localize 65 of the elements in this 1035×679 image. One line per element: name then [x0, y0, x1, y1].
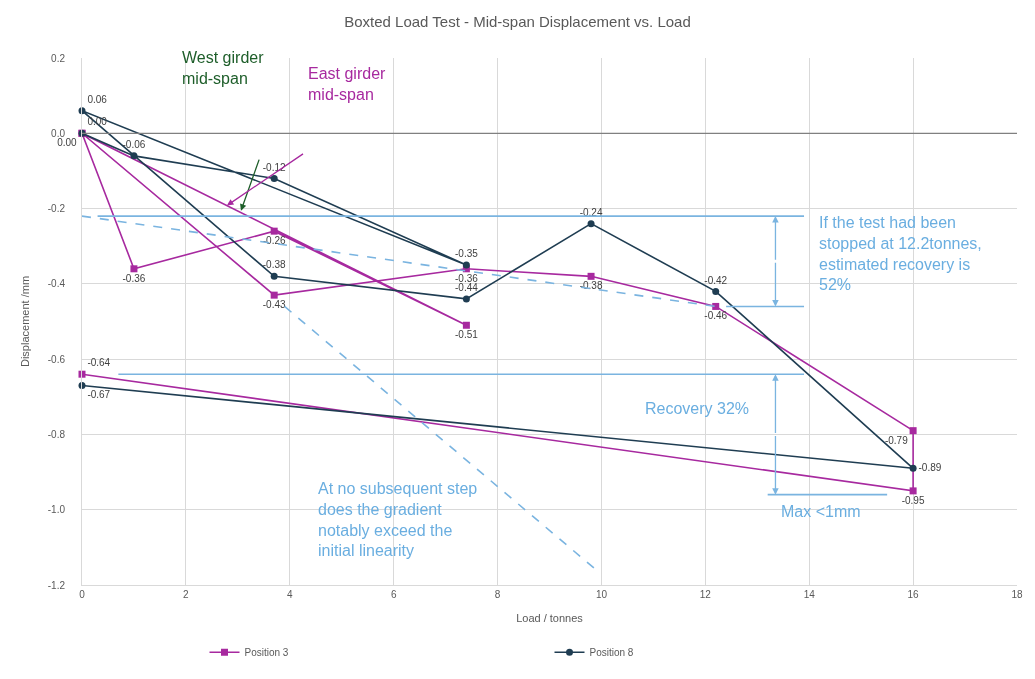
data-label: -0.35 — [454, 248, 479, 260]
point — [909, 427, 917, 435]
x-tick-label: 0 — [79, 589, 86, 600]
data-label: -0.36 — [454, 272, 479, 284]
data-label: -0.38 — [262, 259, 287, 271]
data-label: -0.89 — [918, 461, 942, 473]
annotation: At no subsequent step does the gradient notably exceed the initial linearity — [318, 480, 478, 560]
data-label: -0.43 — [262, 299, 287, 311]
point — [270, 227, 278, 235]
annotation: East girder mid-span — [308, 65, 387, 103]
y-tick-label: -0.6 — [47, 353, 66, 365]
data-label: -0.38 — [579, 280, 603, 292]
data-label: 0.00 — [57, 137, 78, 149]
data-label: -0.24 — [579, 206, 603, 218]
x-tick-label: 2 — [183, 589, 190, 600]
point — [587, 272, 595, 280]
annotation: Recovery 32% — [645, 400, 750, 417]
chart-title: Boxted Load Test - Mid-span Displacement vs. Load — [344, 13, 691, 31]
x-tick-label: 14 — [803, 589, 816, 600]
point — [712, 287, 720, 295]
data-label: -0.26 — [262, 235, 287, 247]
point — [462, 295, 470, 303]
x-tick-label: 18 — [1011, 589, 1023, 600]
data-label: -0.67 — [87, 389, 111, 401]
y-tick-label: -0.4 — [47, 278, 66, 290]
data-label: -0.44 — [454, 282, 479, 294]
x-tick-label: 4 — [287, 589, 293, 600]
y-tick-label: -1.0 — [47, 504, 66, 516]
point — [130, 265, 138, 273]
y-tick-label: -1.2 — [47, 579, 66, 591]
y-tick-label: -0.8 — [47, 428, 66, 440]
data-label: -0.64 — [87, 357, 111, 369]
data-label: -0.79 — [884, 434, 909, 446]
x-axis-title: Load / tonnes — [516, 612, 584, 625]
y-tick-label: 0.0 — [51, 127, 66, 139]
annotation: If the test had been stopped at 12.2tonnes, estimated recovery is 52% — [819, 214, 982, 294]
annotation: West girder mid-span — [182, 49, 265, 87]
point — [270, 272, 278, 280]
data-label: -0.12 — [262, 161, 287, 173]
x-tick-label: 8 — [494, 589, 501, 600]
x-tick-label: 6 — [390, 589, 397, 600]
point — [462, 261, 470, 269]
y-axis-title: Displacement /mm — [19, 275, 32, 368]
data-label: -0.46 — [704, 310, 728, 322]
point — [130, 152, 138, 160]
data-label: -0.06 — [122, 138, 146, 150]
x-tick-label: 16 — [907, 589, 920, 600]
data-label: 0.06 — [87, 93, 108, 105]
legend-label: Position 8 — [589, 647, 634, 659]
data-label: -0.42 — [704, 274, 728, 286]
x-tick-label: 10 — [595, 589, 608, 600]
point — [909, 487, 917, 495]
annotation: Max <1mm — [781, 503, 861, 520]
point — [909, 464, 917, 472]
point — [270, 174, 278, 182]
legend-label: Position 3 — [244, 647, 289, 659]
data-label: -0.95 — [901, 494, 925, 506]
x-tick-label: 12 — [699, 589, 712, 600]
point — [270, 291, 278, 299]
point — [462, 321, 470, 329]
y-tick-label: 0.2 — [51, 52, 66, 64]
y-tick-label: -0.2 — [47, 203, 66, 215]
point — [587, 220, 595, 228]
data-label: -0.36 — [122, 272, 146, 284]
data-label: -0.51 — [454, 329, 479, 341]
